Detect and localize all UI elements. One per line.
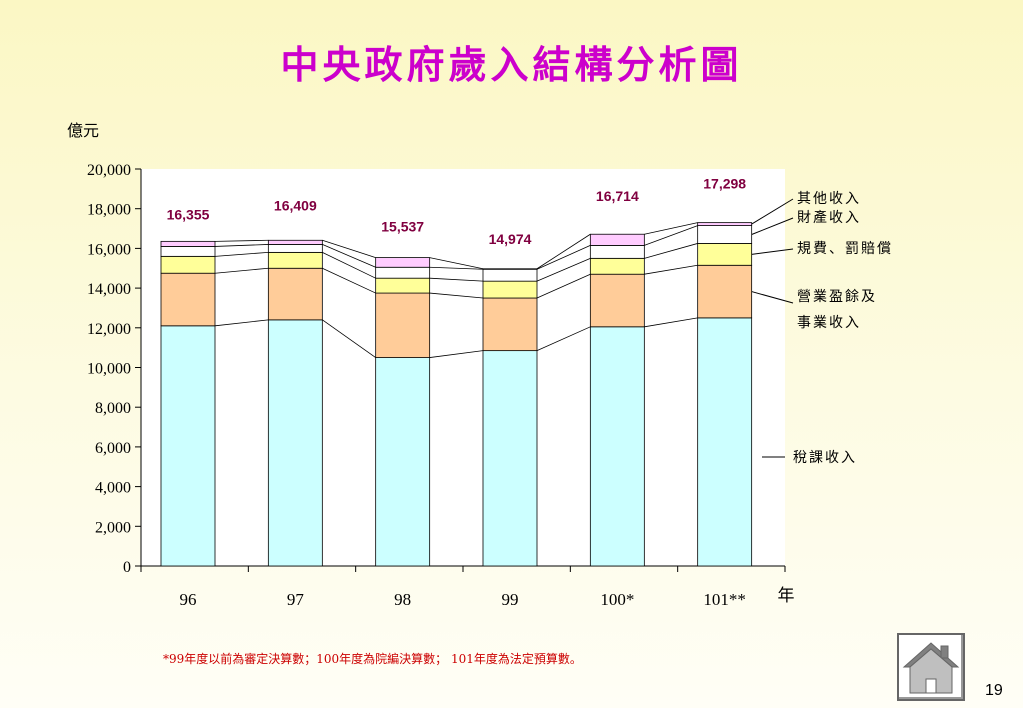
bar-segment: [375, 277, 431, 294]
bar-segment: [482, 268, 538, 282]
y-tick-label: 12,000: [87, 321, 131, 338]
legend-label-fees: 規費、罰賠償: [797, 241, 893, 257]
footnote: *99年度以前為審定決算數；100年度為院編決算數； 101年度為法定預算數。: [163, 652, 582, 666]
legend-leader-line: [751, 217, 794, 235]
x-tick-label: 96: [180, 590, 197, 609]
bar-segment: [267, 251, 323, 269]
series-connector-line: [644, 264, 698, 275]
series-connector-line: [536, 273, 591, 299]
bar-segment: [697, 225, 753, 244]
bar-segment: [160, 240, 216, 247]
series-connector-line: [644, 222, 698, 235]
house-icon: [902, 642, 960, 694]
legend-leader-line: [751, 291, 794, 304]
bar-segment: [375, 357, 431, 567]
y-tick-label: 10,000: [87, 361, 131, 378]
legend-leader-line: [751, 248, 794, 255]
bar-segment: [697, 243, 753, 266]
series-connector-line: [214, 244, 269, 247]
bar-segment: [589, 245, 645, 259]
x-axis-title: 年: [778, 586, 795, 606]
bar-segment: [375, 266, 431, 279]
y-tick-label: 6,000: [95, 440, 131, 457]
plot-area: [141, 169, 785, 566]
series-connector-line: [536, 233, 591, 270]
total-data-label: 16,714: [596, 188, 639, 204]
legend-leader-line: [751, 198, 794, 225]
series-connector-line: [536, 245, 591, 270]
legend-label-enterprise-line2: 事業收入: [797, 315, 861, 331]
y-tick-label: 16,000: [87, 241, 131, 258]
x-tick-label: 101**: [703, 590, 746, 609]
series-connector-line: [644, 243, 698, 259]
bar-segment: [267, 319, 323, 567]
series-connector-line: [429, 266, 484, 270]
total-data-label: 17,298: [703, 176, 746, 192]
y-axis-title: 億元: [67, 121, 99, 140]
series-connector-line: [214, 239, 269, 242]
series-connector-line: [214, 319, 269, 327]
y-tick-label: 0: [123, 559, 131, 576]
series-connector-line: [322, 252, 376, 279]
bar-segment: [267, 239, 323, 245]
y-tick-label: 14,000: [87, 281, 131, 298]
legend-label-enterprise: 營業盈餘及: [797, 288, 877, 305]
series-connector-line: [644, 317, 698, 328]
x-tick-label: 98: [394, 590, 411, 609]
series-connector-line: [429, 350, 484, 358]
bar-segment: [589, 257, 645, 275]
y-tick-label: 20,000: [87, 162, 131, 179]
bar-segment: [160, 255, 216, 274]
page-title: 中央政府歲入結構分析圖: [280, 42, 743, 87]
bar-segment: [375, 257, 431, 268]
x-tick-label: 100*: [600, 590, 634, 609]
bar-segment: [160, 325, 216, 567]
bar-segment: [482, 350, 538, 567]
bar-segment: [160, 272, 216, 327]
x-tick-label: 97: [287, 590, 305, 609]
bar-segment: [267, 267, 323, 321]
total-data-label: 16,355: [167, 206, 210, 222]
bar-segment: [375, 292, 431, 358]
x-tick-label: 99: [502, 590, 519, 609]
series-connector-line: [429, 257, 484, 270]
y-tick-label: 4,000: [95, 480, 131, 497]
legend-label-tax: 稅課收入: [793, 450, 857, 466]
legend-label-other: 其他收入: [797, 191, 861, 207]
series-connector-line: [429, 292, 484, 299]
series-connector-line: [644, 225, 698, 246]
series-connector-line: [322, 239, 376, 258]
total-data-label: 14,974: [489, 231, 532, 247]
series-connector-line: [214, 251, 269, 257]
total-data-label: 16,409: [274, 197, 317, 213]
series-connector-line: [214, 267, 269, 274]
bar-segment: [267, 244, 323, 253]
series-connector-line: [322, 319, 376, 358]
total-data-label: 15,537: [381, 219, 424, 235]
bar-segment: [160, 246, 216, 257]
y-tick-label: 8,000: [95, 400, 131, 417]
series-connector-line: [322, 244, 376, 268]
page-number: 19: [985, 682, 1003, 699]
series-connector-line: [429, 277, 484, 282]
series-connector-line: [322, 267, 376, 294]
bar-segment: [697, 264, 753, 319]
bar-segment: [589, 326, 645, 567]
bar-segment: [482, 280, 538, 299]
bar-segment: [589, 273, 645, 328]
legend-label-property: 財產收入: [797, 209, 861, 226]
bar-segment: [697, 222, 753, 226]
bar-segment: [589, 233, 645, 246]
series-connector-line: [536, 326, 591, 351]
bar-segment: [482, 297, 538, 352]
series-connector-line: [536, 257, 591, 282]
home-button[interactable]: [897, 633, 965, 701]
bar-segment: [697, 317, 753, 567]
y-tick-label: 2,000: [95, 519, 131, 536]
y-tick-label: 18,000: [87, 202, 131, 219]
